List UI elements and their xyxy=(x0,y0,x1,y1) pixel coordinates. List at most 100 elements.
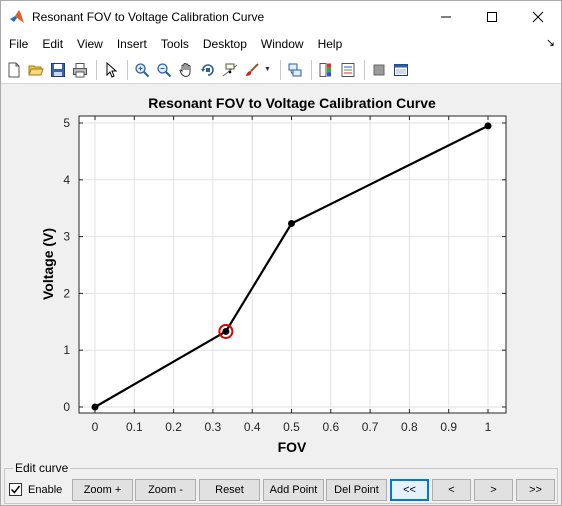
reset-button[interactable]: Reset xyxy=(199,479,260,501)
link-plot-button[interactable] xyxy=(285,60,305,80)
pan-icon xyxy=(179,62,191,77)
new-figure-icon xyxy=(8,62,20,77)
panel-title: Edit curve xyxy=(13,461,71,475)
menu-file[interactable]: File xyxy=(9,37,29,51)
y-tick-label: 0 xyxy=(63,400,70,414)
save-icon xyxy=(51,62,65,77)
menu-bar: File Edit View Insert Tools Desktop Wind… xyxy=(1,32,561,56)
x-tick-label: 0.4 xyxy=(244,420,261,434)
toolbar-separator xyxy=(96,59,97,80)
x-tick-label: 0 xyxy=(92,420,99,434)
y-tick-labels: 0 1 2 3 4 5 xyxy=(63,116,70,414)
previous-point-button[interactable]: < xyxy=(432,479,471,501)
x-tick-label: 0.9 xyxy=(440,420,457,434)
add-point-button[interactable]: Add Point xyxy=(263,479,324,501)
toolbar-separator xyxy=(311,59,312,80)
pan-button[interactable] xyxy=(176,60,196,80)
grid-lines xyxy=(79,116,506,413)
dock-arrow-icon[interactable]: ↘ xyxy=(545,37,555,49)
matlab-logo-icon xyxy=(9,9,25,25)
data-point[interactable] xyxy=(222,327,230,335)
series-line[interactable] xyxy=(94,124,489,408)
menu-insert[interactable]: Insert xyxy=(116,37,147,51)
new-figure-button[interactable] xyxy=(4,60,24,80)
zoom-in-icon xyxy=(135,62,150,77)
rotate-icon xyxy=(201,63,214,76)
zoom-in-button-toolbar[interactable] xyxy=(132,60,152,80)
menu-desktop[interactable]: Desktop xyxy=(202,37,247,51)
brush-dropdown-icon[interactable]: ▼ xyxy=(264,66,271,73)
maximize-button[interactable] xyxy=(469,1,515,32)
last-point-button[interactable]: >> xyxy=(516,479,555,501)
menu-help[interactable]: Help xyxy=(317,37,343,51)
y-tick-label: 5 xyxy=(63,116,70,130)
data-point[interactable] xyxy=(288,220,295,228)
show-plot-tools-button[interactable] xyxy=(391,60,411,80)
minimize-button[interactable] xyxy=(423,1,469,32)
toolbar-separator xyxy=(280,59,281,80)
colorbar-button[interactable] xyxy=(316,60,336,80)
y-axis-label: Voltage (V) xyxy=(40,228,56,300)
zoom-out-button-toolbar[interactable] xyxy=(154,60,174,80)
print-button[interactable] xyxy=(70,60,90,80)
toolbar-separator xyxy=(127,59,128,80)
title-bar: Resonant FOV to Voltage Calibration Curv… xyxy=(1,1,561,32)
first-point-button[interactable]: << xyxy=(390,479,429,501)
menu-view[interactable]: View xyxy=(77,37,103,51)
data-point[interactable] xyxy=(484,122,492,130)
x-tick-label: 0.1 xyxy=(126,420,143,434)
data-point[interactable] xyxy=(91,403,99,411)
y-tick-label: 4 xyxy=(63,173,70,187)
calibration-chart[interactable]: 0 0.1 0.2 0.3 0.4 0.5 0.6 0.7 0.8 0.9 1 0 1 2 3 4 5 Res… xyxy=(1,85,561,459)
menu-edit[interactable]: Edit xyxy=(42,37,64,51)
chart-title: Resonant FOV to Voltage Calibration Curv… xyxy=(148,95,436,111)
colorbar-icon xyxy=(319,62,331,77)
legend-button[interactable] xyxy=(338,60,358,80)
x-tick-label: 0.6 xyxy=(322,420,339,434)
data-cursor-button[interactable] xyxy=(220,60,240,80)
x-tick-label: 0.3 xyxy=(205,420,222,434)
zoom-in-button[interactable]: Zoom + xyxy=(72,479,133,501)
legend-icon xyxy=(341,62,355,77)
data-cursor-icon xyxy=(222,63,238,76)
figure-canvas: 0 0.1 0.2 0.3 0.4 0.5 0.6 0.7 0.8 0.9 1 0 1 2 3 4 5 Res… xyxy=(1,85,561,459)
zoom-out-button[interactable]: Zoom - xyxy=(135,479,196,501)
delete-point-button[interactable]: Del Point xyxy=(326,479,387,501)
enable-checkbox-group[interactable]: Enable xyxy=(9,483,62,496)
y-tick-label: 1 xyxy=(63,343,70,357)
open-file-button[interactable] xyxy=(26,60,46,80)
brush-icon xyxy=(246,62,259,76)
y-tick-label: 2 xyxy=(63,286,70,300)
next-point-button[interactable]: > xyxy=(474,479,513,501)
selected-point-marker[interactable] xyxy=(218,323,234,339)
menu-window[interactable]: Window xyxy=(260,37,304,51)
x-axis-label: FOV xyxy=(278,439,307,455)
brush-button[interactable] xyxy=(242,60,262,80)
enable-label: Enable xyxy=(28,483,63,496)
data-series xyxy=(91,122,492,411)
edit-curve-panel: Edit curve Enable Zoom + Zoom - Reset Ad… xyxy=(4,461,558,504)
x-tick-label: 0.2 xyxy=(165,420,182,434)
pointer-button[interactable] xyxy=(101,60,121,80)
axes-box xyxy=(78,115,507,414)
maximize-icon xyxy=(487,11,497,22)
menu-tools[interactable]: Tools xyxy=(160,37,189,51)
save-button[interactable] xyxy=(48,60,68,80)
enable-checkbox[interactable] xyxy=(9,483,22,496)
x-tick-labels: 0 0.1 0.2 0.3 0.4 0.5 0.6 0.7 0.8 0.9 1 xyxy=(92,420,492,434)
open-file-icon xyxy=(28,65,44,75)
checkmark-icon xyxy=(10,485,21,494)
axes-background[interactable] xyxy=(79,116,506,413)
toolbar-separator xyxy=(364,59,365,80)
close-icon xyxy=(532,11,544,22)
window-title: Resonant FOV to Voltage Calibration Curv… xyxy=(32,9,265,24)
hide-plot-tools-icon xyxy=(373,64,385,75)
show-plot-tools-icon xyxy=(394,63,408,76)
close-button[interactable] xyxy=(515,1,561,32)
x-tick-label: 0.5 xyxy=(283,420,300,434)
rotate-button[interactable] xyxy=(198,60,218,80)
hide-plot-tools-button[interactable] xyxy=(369,60,389,80)
x-tick-label: 0.8 xyxy=(401,420,418,434)
link-icon xyxy=(288,63,302,76)
